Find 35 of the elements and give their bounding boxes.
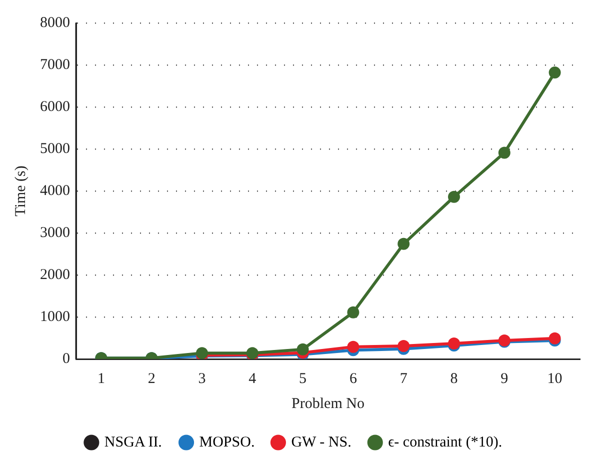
y-tick-label: 2000 (40, 266, 70, 283)
y-tick-label: 6000 (40, 98, 70, 115)
x-tick-label: 4 (248, 370, 257, 387)
y-tick-label: 3000 (40, 224, 70, 241)
y-tick-label: 1000 (40, 308, 70, 325)
x-tick-label: 9 (500, 370, 508, 387)
x-tick-label: 2 (148, 370, 156, 387)
y-axis-title: Time (s) (12, 166, 29, 216)
x-axis-title: Problem No (292, 396, 364, 412)
y-tick-label: 5000 (40, 140, 70, 157)
x-tick-label: 8 (450, 370, 458, 387)
y-tick-label: 0 (62, 350, 70, 367)
legend-label: NSGA II. (104, 434, 162, 450)
point (448, 190, 460, 203)
point (347, 340, 360, 353)
y-tick-label: 7000 (40, 56, 70, 73)
point (548, 66, 561, 79)
x-tick-label: 6 (349, 370, 358, 387)
point (498, 146, 510, 159)
y-tick-label: 8000 (40, 14, 70, 31)
point (347, 306, 360, 318)
point (448, 337, 460, 350)
legend-label: ϵ- constraint (*10). (388, 434, 502, 450)
x-tick-label: 10 (547, 370, 562, 387)
point (548, 332, 561, 344)
y-tick-label: 4000 (40, 182, 70, 199)
legend-label: MOPSO. (199, 434, 255, 450)
x-tick-label: 7 (400, 370, 408, 387)
x-tick-label: 5 (299, 370, 307, 387)
x-tick-label: 1 (97, 370, 105, 387)
point (296, 343, 309, 356)
point (398, 340, 410, 352)
point (398, 238, 410, 250)
x-tick-label: 3 (198, 370, 206, 387)
legend-label: GW - NS. (291, 434, 352, 450)
